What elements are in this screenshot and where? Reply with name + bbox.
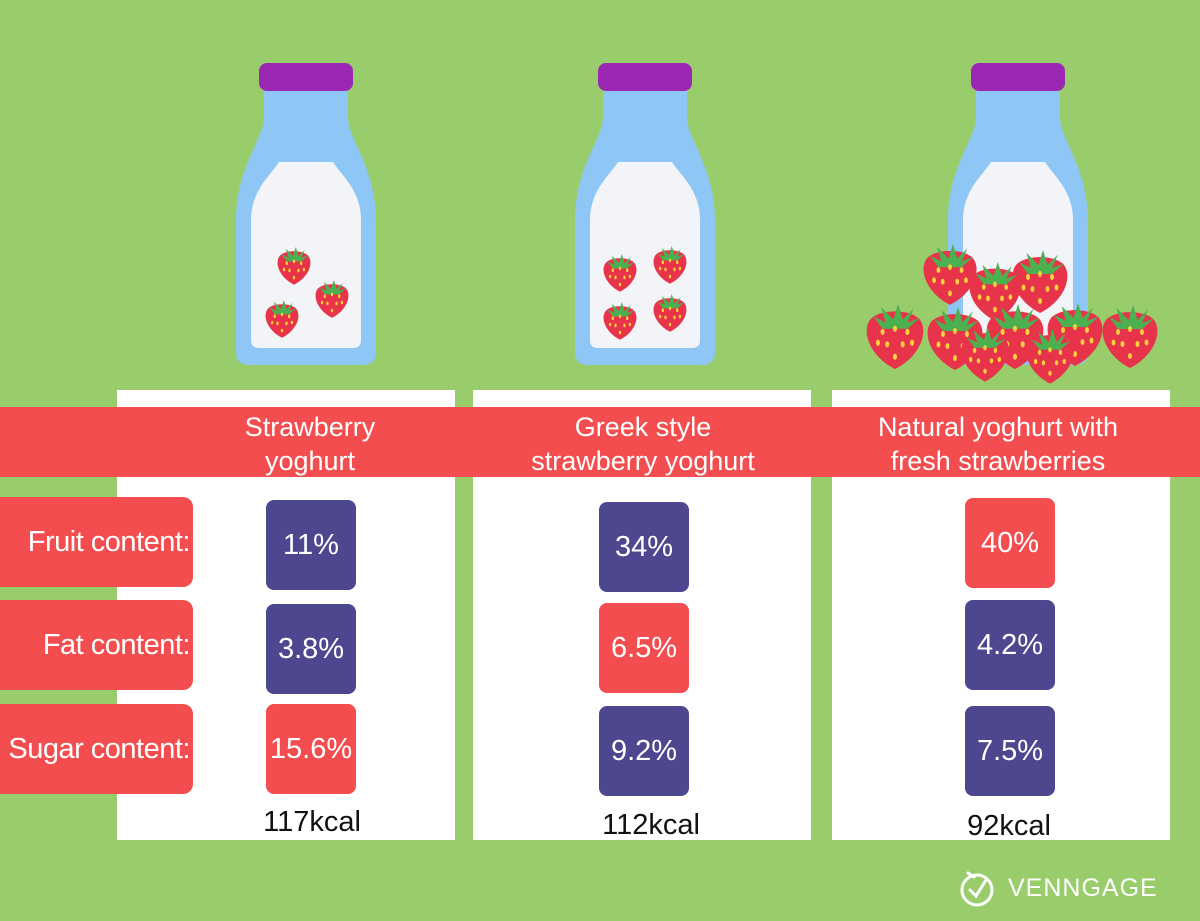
title-band [0,407,1200,477]
strawberry-icon [603,254,637,292]
yoghurt-bottle-icon [575,63,715,365]
venngage-logo-icon [960,871,994,907]
value-badge-fruit: 40% [965,498,1055,588]
venngage-logo: VENNGAGE [958,868,1158,908]
strawberry-icon [1026,329,1074,384]
strawberry-pile-icon [866,244,1158,384]
strawberry-icon [969,262,1021,321]
row-label-sugar: Sugar content: [0,704,193,794]
strawberry-icon [866,304,924,370]
strawberry-icon [961,327,1009,382]
value-badge-fat: 6.5% [599,603,689,693]
strawberry-icon [653,246,687,284]
value-badge-sugar: 15.6% [266,704,356,794]
row-label-fat: Fat content: [0,600,193,690]
kcal-value-1: 117kcal [263,806,361,838]
strawberry-icon [603,302,637,340]
value-badge-fruit: 11% [266,500,356,590]
strawberry-icon [265,300,299,338]
strawberry-icon [1012,250,1068,313]
row-label-fruit: Fruit content: [0,497,193,587]
value-badge-sugar: 9.2% [599,706,689,796]
brand-name: VENNGAGE [1008,873,1158,902]
strawberry-icon [277,247,311,285]
value-badge-fat: 3.8% [266,604,356,694]
value-badge-fruit: 34% [599,502,689,592]
yoghurt-bottle-icon [236,63,376,365]
value-badge-sugar: 7.5% [965,706,1055,796]
kcal-value-3: 92kcal [967,810,1051,842]
product-title-1: Strawberry yoghurt [244,412,376,476]
value-badge-fat: 4.2% [965,600,1055,690]
strawberry-icon [653,294,687,332]
strawberry-icon [1102,305,1158,368]
kcal-value-2: 112kcal [602,809,700,841]
strawberry-icon [923,244,977,305]
strawberry-icon [315,280,349,318]
product-title-3: Natural yoghurt with fresh strawberries [877,412,1119,476]
product-title-2: Greek style strawberry yoghurt [531,412,755,476]
